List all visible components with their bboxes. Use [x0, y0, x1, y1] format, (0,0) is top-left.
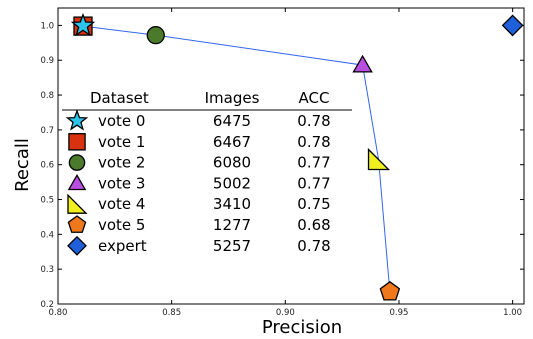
y-tick-label: 0.6	[40, 161, 54, 171]
legend-icon-vote-0	[65, 109, 89, 131]
table-cell-acc: 0.77	[297, 154, 330, 172]
y-tick-label: 0.3	[40, 265, 54, 275]
point-vote-5	[379, 281, 401, 301]
point-vote-0	[70, 12, 96, 37]
table-cell-images: 6467	[213, 133, 251, 151]
table-cell-images: 3410	[213, 195, 251, 213]
y-tick-label: 0.5	[40, 196, 54, 206]
table-header: Images	[205, 89, 260, 107]
axis-ticks: 0.80 0.85 0.90 0.95 1.00 0.2 0.3 0.4 0.5 0.6 0.7 0.…	[40, 8, 524, 318]
y-tick-label: 0.4	[40, 230, 54, 240]
x-tick-label: 1.00	[503, 308, 522, 318]
y-tick-label: 1.0	[40, 21, 54, 31]
y-tick-label: 0.8	[40, 91, 54, 101]
plot-area	[57, 7, 525, 305]
x-axis-label: Precision	[262, 317, 342, 338]
table-cell-dataset: vote 4	[98, 195, 145, 213]
point-expert	[501, 14, 524, 37]
point-vote-2	[146, 26, 165, 45]
table-cell-images: 5257	[213, 237, 251, 255]
legend-icon-vote-1	[68, 133, 86, 151]
point-vote-4	[367, 147, 391, 171]
y-axis-label: Recall	[12, 138, 33, 192]
table-header: Dataset	[90, 89, 149, 107]
table-cell-dataset: vote 5	[98, 216, 145, 234]
table-cell-images: 6475	[213, 112, 251, 130]
legend-table: Dataset Images ACC vote 0 6475 0.78 vote 1 6467…	[62, 89, 352, 256]
table-cell-acc: 0.78	[297, 237, 330, 255]
x-tick-label: 0.95	[390, 308, 409, 318]
table-cell-images: 6080	[213, 154, 251, 172]
x-tick-label: 0.90	[276, 308, 295, 318]
table-header: ACC	[299, 89, 330, 107]
table-cell-acc: 0.78	[297, 112, 330, 130]
table-cell-dataset: vote 0	[98, 112, 145, 130]
data-markers	[70, 12, 524, 301]
table-cell-images: 1277	[213, 216, 251, 234]
y-tick-label: 0.9	[40, 56, 54, 66]
legend-icon-vote-3	[67, 173, 87, 191]
table-cell-acc: 0.75	[297, 195, 330, 213]
table-cell-dataset: vote 2	[98, 154, 145, 172]
legend-icon-vote-4	[67, 193, 88, 214]
table-cell-acc: 0.68	[297, 216, 330, 234]
y-tick-label: 0.2	[40, 300, 54, 310]
table-cell-dataset: vote 3	[98, 174, 145, 192]
legend-icon-vote-2	[68, 154, 86, 171]
point-vote-3	[352, 54, 373, 73]
table-cell-dataset: vote 1	[98, 133, 145, 151]
legend-icon-expert	[67, 235, 87, 256]
y-tick-label: 0.7	[40, 126, 54, 136]
table-cell-dataset: expert	[98, 237, 147, 255]
table-cell-acc: 0.77	[297, 174, 330, 192]
x-tick-label: 0.85	[162, 308, 181, 318]
table-cell-images: 5002	[213, 174, 251, 192]
legend-icon-vote-5	[67, 215, 87, 233]
x-tick-label: 0.80	[49, 308, 68, 318]
table-cell-acc: 0.78	[297, 133, 330, 151]
